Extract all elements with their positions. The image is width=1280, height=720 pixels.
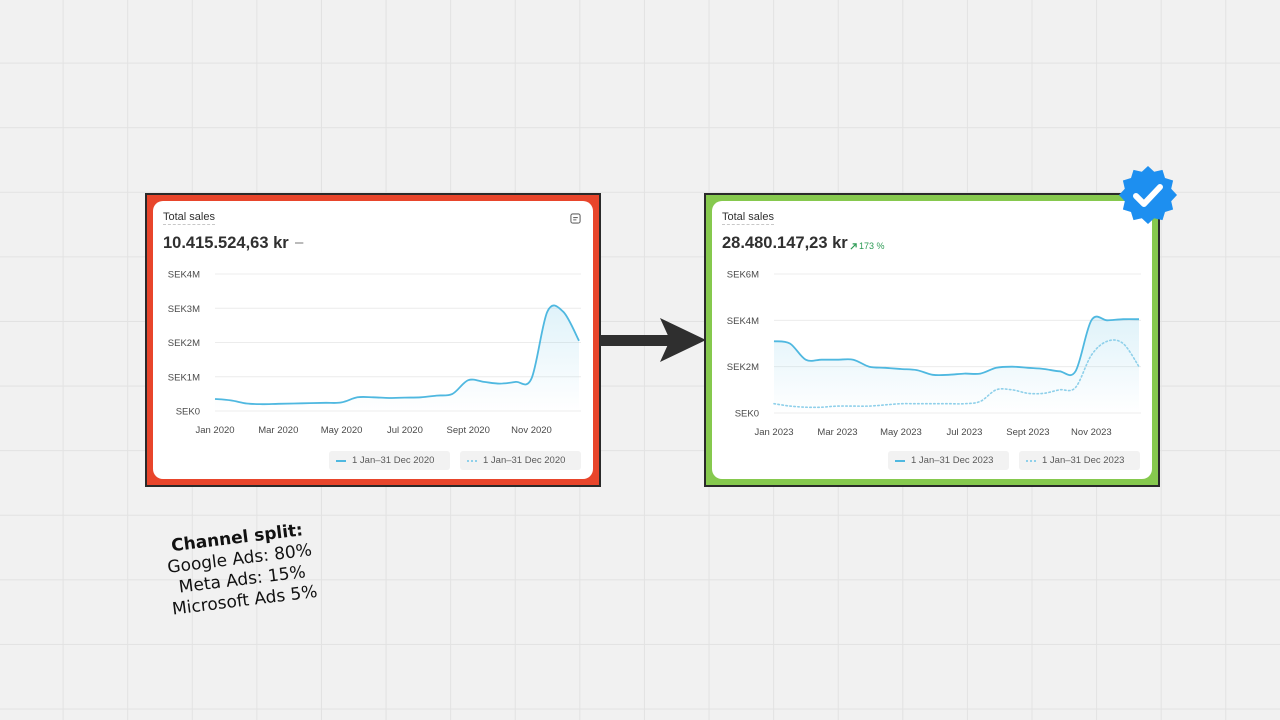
legend-previous-label: 1 Jan–31 Dec 2020 <box>483 455 566 466</box>
y-tick-label: SEK1M <box>168 372 200 383</box>
series-line-current[interactable] <box>773 315 1140 377</box>
before-sales-chart: SEK0 SEK1M SEK2M SEK3M SEK4M Jan 2020 Mar 2020… <box>168 270 581 436</box>
legend-previous-label: 1 Jan–31 Dec 2023 <box>1042 455 1125 466</box>
x-tick-label: Jul 2020 <box>387 425 423 436</box>
y-tick-label: SEK4M <box>168 270 200 281</box>
x-tick-label: Mar 2020 <box>258 425 298 436</box>
series-area <box>774 316 1139 413</box>
series-line-previous[interactable] <box>773 339 1140 409</box>
after-sales-chart: SEK0 SEK2M SEK4M SEK6M Jan 2023 Mar 2023 May 2… <box>727 270 1141 438</box>
y-tick-label: SEK2M <box>727 362 759 373</box>
x-tick-label: Jan 2023 <box>754 427 793 438</box>
x-tick-label: Nov 2020 <box>511 425 552 436</box>
legend-solid-swatch <box>895 459 905 462</box>
legend-current-label: 1 Jan–31 Dec 2020 <box>352 455 435 466</box>
after-frame: Total sales 28.480.147,23 kr 173 % SEK0 S… <box>704 193 1160 487</box>
y-tick-label: SEK3M <box>168 304 200 315</box>
y-tick-label: SEK0 <box>176 407 200 418</box>
after-sales-card: Total sales 28.480.147,23 kr 173 % SEK0 S… <box>712 201 1152 479</box>
legend-dotted-swatch <box>1026 459 1036 462</box>
legend-current[interactable]: 1 Jan–31 Dec 2020 <box>329 451 450 470</box>
series-area <box>215 305 579 411</box>
card-title: Total sales <box>722 211 774 225</box>
growth-badge: 173 % <box>850 241 885 251</box>
series-line-current[interactable] <box>214 304 580 406</box>
verified-check-icon <box>1119 166 1177 224</box>
x-tick-label: Mar 2023 <box>817 427 857 438</box>
x-tick-label: Jul 2023 <box>946 427 982 438</box>
y-tick-label: SEK4M <box>727 316 759 327</box>
x-tick-label: Nov 2023 <box>1071 427 1112 438</box>
before-frame: Total sales 10.415.524,63 kr – SEK0 SEK1M… <box>145 193 601 487</box>
legend-previous[interactable]: 1 Jan–31 Dec 2020 <box>460 451 581 470</box>
card-title: Total sales <box>163 211 215 225</box>
x-tick-label: Jan 2020 <box>195 425 234 436</box>
x-tick-label: May 2023 <box>880 427 922 438</box>
legend-dotted-swatch <box>467 459 477 462</box>
legend-current[interactable]: 1 Jan–31 Dec 2023 <box>888 451 1009 470</box>
legend-solid-swatch <box>336 459 346 462</box>
legend-previous[interactable]: 1 Jan–31 Dec 2023 <box>1019 451 1140 470</box>
report-icon[interactable] <box>570 213 581 224</box>
total-sales-value: 28.480.147,23 kr <box>722 234 848 252</box>
change-indicator: – <box>295 234 304 251</box>
growth-value: 173 % <box>859 241 885 251</box>
right-arrow-icon <box>600 318 706 362</box>
x-tick-label: Sept 2023 <box>1006 427 1049 438</box>
before-sales-card: Total sales 10.415.524,63 kr – SEK0 SEK1M… <box>153 201 593 479</box>
x-tick-label: Sept 2020 <box>447 425 490 436</box>
total-sales-value: 10.415.524,63 kr <box>163 234 289 252</box>
legend-current-label: 1 Jan–31 Dec 2023 <box>911 455 994 466</box>
x-tick-label: May 2020 <box>321 425 363 436</box>
trend-up-icon <box>850 242 857 250</box>
y-tick-label: SEK0 <box>735 409 759 420</box>
y-tick-label: SEK6M <box>727 270 759 281</box>
y-tick-label: SEK2M <box>168 338 200 349</box>
channel-split-note: Channel split: Google Ads: 80% Meta Ads:… <box>142 517 341 624</box>
